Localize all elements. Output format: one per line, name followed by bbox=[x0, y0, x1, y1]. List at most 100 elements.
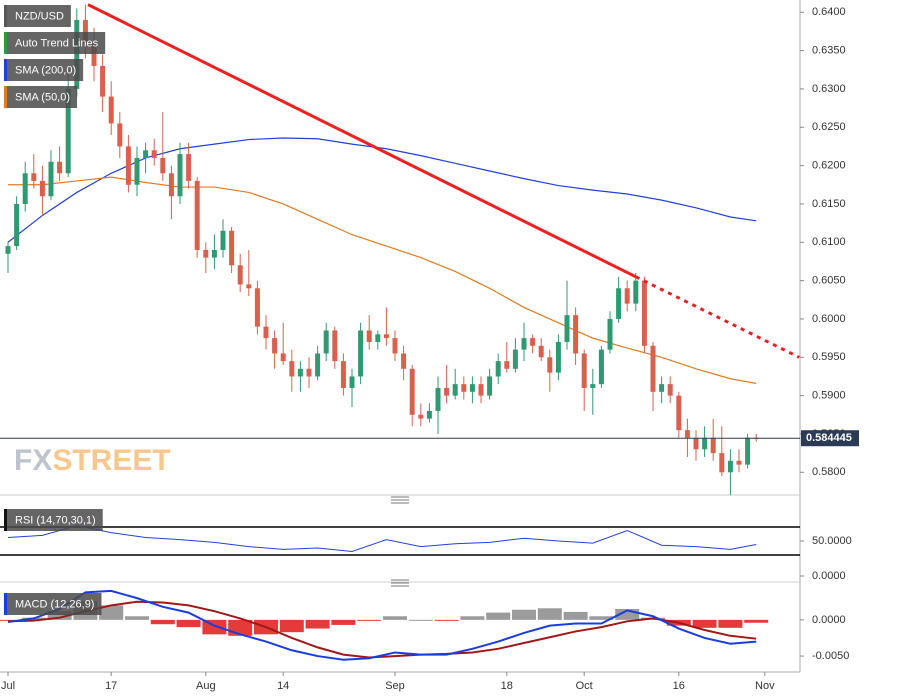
candle-body bbox=[564, 315, 570, 342]
candle-body bbox=[607, 318, 613, 350]
macd-histogram-bar bbox=[744, 619, 769, 623]
candle-body bbox=[659, 384, 665, 392]
candle-body bbox=[57, 161, 63, 174]
candle-body bbox=[478, 384, 484, 396]
candle-body bbox=[220, 230, 226, 250]
macd-histogram-bar bbox=[125, 616, 149, 620]
candle-body bbox=[168, 173, 174, 197]
candle-body bbox=[426, 410, 432, 419]
x-tick-label: Jul bbox=[1, 680, 15, 692]
candle-body bbox=[676, 395, 682, 431]
y-tick-label: 0.6250 bbox=[812, 121, 846, 133]
candle-body bbox=[461, 384, 467, 392]
legend-label: Auto Trend Lines bbox=[15, 37, 99, 49]
candle-body bbox=[581, 353, 587, 388]
y-tick-label: 0.6150 bbox=[812, 198, 846, 210]
watermark-part: STREET bbox=[52, 444, 170, 477]
candle-body bbox=[151, 150, 157, 158]
candle-body bbox=[117, 123, 123, 147]
macd-histogram-bar bbox=[692, 619, 717, 628]
macd-histogram-bar bbox=[512, 609, 536, 620]
x-tick-label: Nov bbox=[755, 680, 775, 692]
y-tick-label: 0.6000 bbox=[812, 313, 846, 325]
y-tick-label: 0.6050 bbox=[812, 275, 846, 287]
pane-grip[interactable] bbox=[391, 496, 409, 504]
candle-body bbox=[306, 368, 312, 377]
candle-body bbox=[736, 460, 742, 465]
legend-label: NZD/USD bbox=[15, 10, 64, 22]
candle-body bbox=[710, 437, 716, 454]
candle-body bbox=[375, 334, 381, 342]
candle-body bbox=[289, 361, 295, 377]
candle-body bbox=[693, 437, 699, 450]
macd-histogram-bar bbox=[383, 616, 407, 620]
macd-histogram-bar bbox=[718, 619, 743, 628]
candle-body bbox=[667, 384, 673, 396]
macd-histogram-bar bbox=[408, 619, 433, 621]
current-price-box bbox=[801, 430, 859, 447]
candle-body bbox=[366, 330, 372, 342]
candle-body bbox=[727, 460, 733, 473]
watermark-part: FX bbox=[14, 444, 52, 477]
legend-entry: SMA (50,0) bbox=[4, 86, 78, 108]
macd-histogram-bar bbox=[434, 619, 459, 621]
candle-body bbox=[719, 453, 725, 473]
y-tick-label: 0.5950 bbox=[812, 351, 846, 363]
legend-box bbox=[4, 59, 84, 81]
sma-line bbox=[7, 137, 757, 243]
candle-body bbox=[203, 249, 209, 258]
y-tick-label: 0.6300 bbox=[812, 83, 846, 95]
candle-body bbox=[435, 387, 441, 411]
x-tick-label: 14 bbox=[277, 680, 289, 692]
candle-body bbox=[702, 437, 708, 450]
macd-histogram-bar bbox=[176, 619, 201, 628]
y-tick-label: 0.0000 bbox=[812, 570, 846, 582]
trend-line bbox=[87, 3, 637, 279]
legend-swatch bbox=[4, 509, 7, 531]
watermark: FXSTREET bbox=[14, 444, 171, 477]
candle-body bbox=[143, 150, 149, 158]
candle-body bbox=[538, 345, 544, 358]
legend-box bbox=[4, 32, 106, 54]
legend-entry: NZD/USD bbox=[4, 5, 71, 27]
candle-body bbox=[624, 288, 630, 304]
y-tick-label: 0.5800 bbox=[812, 466, 846, 478]
candle-body bbox=[633, 280, 639, 304]
candle-body bbox=[134, 157, 140, 185]
sma-line bbox=[8, 176, 757, 384]
x-tick-label: Aug bbox=[196, 680, 216, 692]
legend-label: SMA (50,0) bbox=[15, 91, 70, 103]
y-tick-label: 0.5900 bbox=[812, 390, 846, 402]
macd-histogram-bar bbox=[305, 619, 330, 629]
y-tick-label: -0.0050 bbox=[812, 650, 849, 662]
y-tick-label: 50.0000 bbox=[812, 535, 852, 547]
candle-body bbox=[48, 161, 54, 197]
legend-entry: RSI (14,70,30,1) bbox=[4, 509, 103, 531]
candle-body bbox=[555, 341, 561, 373]
macd-line bbox=[7, 589, 757, 661]
candle-body bbox=[598, 349, 604, 385]
legend-label: RSI (14,70,30,1) bbox=[15, 514, 96, 526]
candle-body bbox=[14, 203, 20, 247]
candle-body bbox=[332, 330, 338, 362]
candle-body bbox=[573, 315, 579, 354]
macd-histogram-bar bbox=[357, 619, 382, 621]
candle-body bbox=[39, 180, 45, 197]
candle-body bbox=[160, 157, 166, 174]
legend-label: MACD (12,26,9) bbox=[15, 598, 94, 610]
candle-body bbox=[125, 146, 131, 185]
candle-body bbox=[684, 430, 690, 438]
macd-histogram-bar bbox=[589, 616, 614, 620]
candle-body bbox=[590, 384, 596, 388]
candle-body bbox=[82, 19, 88, 43]
y-tick-label: 0.6200 bbox=[812, 160, 846, 172]
candle-body bbox=[186, 154, 192, 181]
candle-body bbox=[444, 387, 450, 396]
legend-swatch bbox=[4, 32, 7, 54]
legend-box bbox=[4, 593, 102, 615]
pane-grip[interactable] bbox=[391, 579, 409, 587]
candle-body bbox=[349, 376, 355, 388]
legend-box bbox=[4, 509, 103, 531]
current-price-label: 0.584445 bbox=[806, 432, 852, 444]
y-tick-label: 0.6100 bbox=[812, 236, 846, 248]
